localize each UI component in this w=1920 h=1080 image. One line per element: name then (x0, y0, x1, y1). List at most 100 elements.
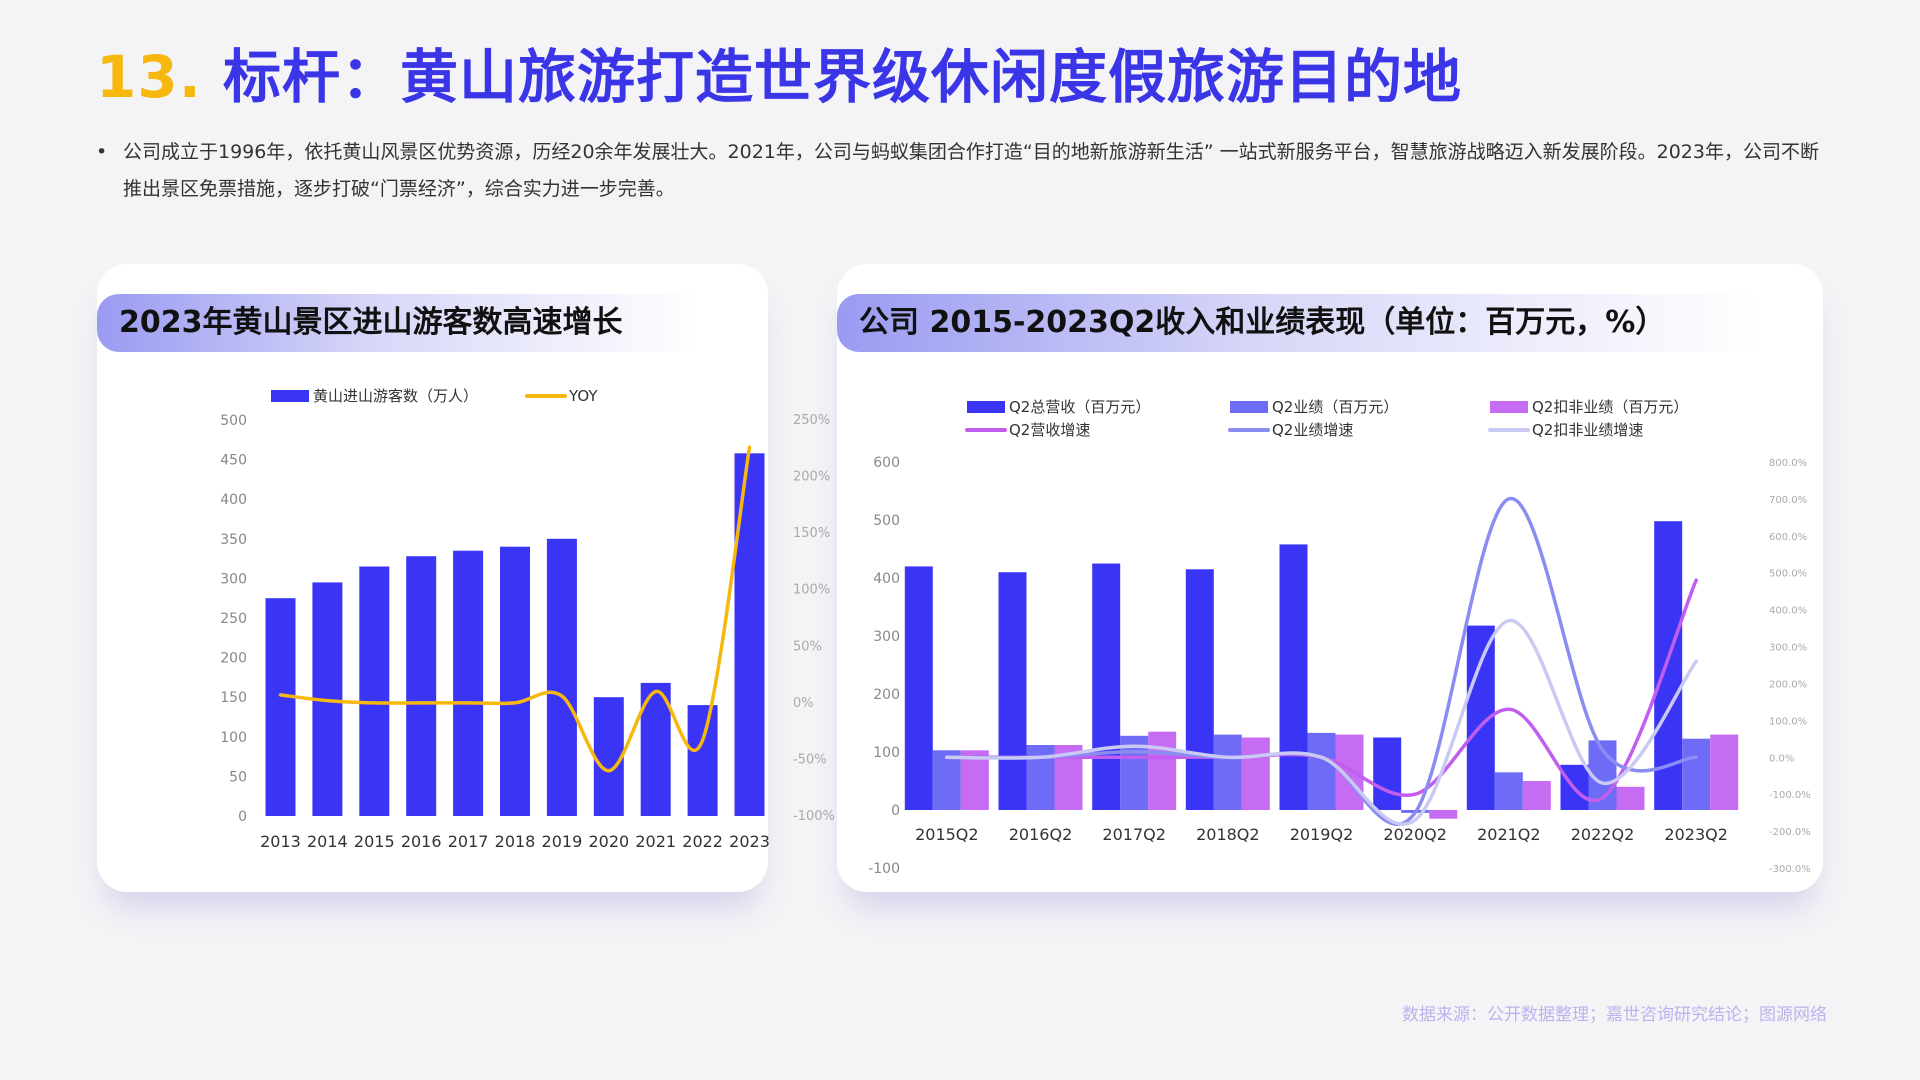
x-tick-label: 2021 (635, 832, 676, 851)
x-tick-label: 2015Q2 (915, 825, 979, 844)
y-left-tick-label: 150 (220, 690, 247, 706)
bar-0-2017 (453, 550, 484, 816)
legend-swatch-0 (967, 401, 1005, 413)
x-tick-label: 2017 (448, 832, 489, 851)
chart-card-revenue: 公司 2015-2023Q2收入和业绩表现（单位：百万元，%） -100 0 100… (837, 264, 1823, 892)
y-left-tick-label: 450 (220, 453, 247, 469)
bar-0-2019 (546, 538, 577, 816)
y-right-tick-label: 400.0% (1769, 606, 1807, 617)
y-left-tick-label: 0 (238, 809, 247, 825)
bar-1-2018Q2 (1213, 734, 1242, 810)
bar-2-2015Q2 (960, 750, 989, 810)
chart-card-visitors: 2023年黄山景区进山游客数高速增长 0 50 100 150 200 250 300 350… (97, 264, 835, 892)
y-right-tick-label: 100.0% (1769, 716, 1807, 727)
series-line-1 (278, 445, 752, 773)
bar-2-2020Q2 (1429, 810, 1458, 819)
y-right-tick-label: -200.0% (1769, 827, 1811, 838)
y-right-tick-label: 600.0% (1769, 532, 1807, 543)
y-right-tick-label: 150% (793, 526, 830, 541)
x-tick-label: 2013 (260, 832, 301, 851)
y-left-tick-label: 100 (873, 745, 900, 761)
page-title: 13. 标杆：黄山旅游打造世界级休闲度假旅游目的地 (96, 30, 1462, 114)
bar-2-2018Q2 (1241, 737, 1270, 810)
x-tick-label: 2022 (682, 832, 723, 851)
visitors-chart: 0 50 100 150 200 250 300 350 400 450 500 -100% -50% 0… (220, 387, 835, 851)
y-right-tick-label: 250% (793, 413, 830, 428)
bar-1-2019Q2 (1307, 732, 1336, 810)
x-tick-label: 2017Q2 (1102, 825, 1166, 844)
y-right-tick-label: -50% (793, 752, 827, 767)
x-tick-label: 2015 (354, 832, 395, 851)
bar-1-2021Q2 (1494, 772, 1523, 810)
y-left-tick-label: 400 (220, 492, 247, 508)
x-tick-label: 2014 (307, 832, 348, 851)
bar-0-2015 (359, 566, 390, 816)
y-left-tick-label: 300 (220, 571, 247, 587)
legend-label-3: Q2营收增速 (1009, 421, 1090, 439)
y-left-tick-label: 200 (873, 687, 900, 703)
bar-2-2021Q2 (1522, 781, 1551, 810)
x-tick-label: 2020Q2 (1383, 825, 1447, 844)
x-tick-label: 2018Q2 (1196, 825, 1260, 844)
y-right-tick-label: 800.0% (1769, 458, 1807, 469)
bar-0-2018 (500, 546, 530, 816)
legend-label-0: Q2总营收（百万元） (1009, 398, 1150, 416)
x-tick-label: 2019 (542, 832, 583, 851)
bar-2-2017Q2 (1148, 731, 1177, 810)
x-tick-label: 2018 (495, 832, 536, 851)
y-left-tick-label: 100 (220, 730, 247, 746)
bar-1-2015Q2 (932, 750, 961, 810)
y-left-tick-label: 600 (873, 455, 900, 471)
y-right-tick-label: 0% (793, 696, 814, 711)
y-right-tick-label: 200% (793, 470, 830, 485)
bar-2-2022Q2 (1616, 786, 1645, 810)
x-tick-label: 2016 (401, 832, 442, 851)
bar-0-2020 (593, 697, 624, 816)
legend-label-2: Q2扣非业绩（百万元） (1532, 398, 1688, 416)
bar-0-2020Q2 (1373, 737, 1402, 810)
y-left-tick-label: -100 (868, 861, 900, 877)
y-right-tick-label: 100% (793, 583, 830, 598)
y-left-tick-label: 0 (891, 803, 900, 819)
y-right-tick-label: 300.0% (1769, 643, 1807, 654)
series-line-3 (945, 578, 1698, 803)
bar-2-2023Q2 (1710, 734, 1739, 810)
y-right-tick-label: 700.0% (1769, 495, 1807, 506)
legend-label-1: Q2业绩（百万元） (1272, 398, 1398, 416)
bar-0-2019Q2 (1279, 544, 1308, 810)
x-tick-label: 2023Q2 (1664, 825, 1728, 844)
bar-0-2023 (734, 453, 765, 816)
chart-title-revenue: 公司 2015-2023Q2收入和业绩表现（单位：百万元，%） (837, 294, 1759, 352)
legend-label-4: Q2业绩增速 (1272, 421, 1353, 439)
y-left-tick-label: 300 (873, 629, 900, 645)
y-right-tick-label: 200.0% (1769, 679, 1807, 690)
bar-0-2016 (406, 556, 437, 816)
y-left-tick-label: 200 (220, 651, 247, 667)
y-left-tick-label: 350 (220, 532, 247, 548)
x-tick-label: 2020 (588, 832, 629, 851)
x-tick-label: 2021Q2 (1477, 825, 1541, 844)
y-left-tick-label: 500 (220, 413, 247, 429)
x-tick-label: 2016Q2 (1009, 825, 1073, 844)
series-line-5 (945, 618, 1698, 826)
bar-0-2017Q2 (1092, 563, 1121, 810)
y-right-tick-label: 500.0% (1769, 569, 1807, 580)
y-left-tick-label: 400 (873, 571, 900, 587)
legend-swatch-0 (271, 390, 309, 402)
bar-1-2023Q2 (1682, 738, 1711, 810)
legend-swatch-1 (1230, 401, 1268, 413)
legend-label-1: YOY (568, 387, 598, 405)
y-right-tick-label: -100% (793, 809, 835, 824)
bar-0-2013 (265, 598, 296, 816)
page-heading: 标杆：黄山旅游打造世界级休闲度假旅游目的地 (222, 43, 1462, 111)
bar-0-2015Q2 (904, 566, 933, 810)
revenue-chart: -100 0 100 200 300 400 500 600 -300.0% -200.0% -10… (868, 398, 1811, 877)
y-left-tick-label: 250 (220, 611, 247, 627)
x-tick-label: 2022Q2 (1571, 825, 1635, 844)
legend-swatch-2 (1490, 401, 1528, 413)
bar-0-2022 (687, 705, 718, 816)
y-left-tick-label: 500 (873, 513, 900, 529)
x-tick-label: 2023 (729, 832, 770, 851)
x-tick-label: 2019Q2 (1290, 825, 1354, 844)
legend-label-5: Q2扣非业绩增速 (1532, 421, 1643, 439)
